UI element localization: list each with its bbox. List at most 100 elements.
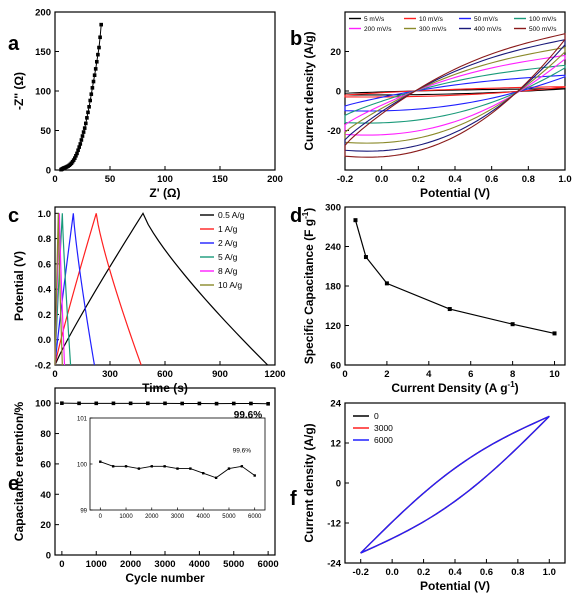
x-tick-label: 0: [52, 174, 57, 185]
x-tick-label: 0.8: [522, 174, 535, 185]
legend-label: 1 A/g: [218, 224, 238, 234]
x-tick-label: 3000: [154, 559, 175, 570]
data-point: [71, 158, 76, 162]
y-tick-label: 150: [35, 47, 51, 58]
data-point: [447, 307, 452, 312]
x-tick-label: 0: [59, 559, 64, 570]
x-tick-label: 1.0: [558, 174, 571, 185]
x-tick-label: 10: [549, 369, 560, 380]
y-tick-label: 0: [336, 87, 341, 98]
cv-curve: [344, 86, 566, 98]
data-point: [93, 67, 98, 71]
data-point: [384, 281, 389, 286]
y-tick-label: 0: [336, 479, 341, 490]
legend: 0.5 A/g 1 A/g 2 A/g 5 A/g 8 A/g 10 A/g: [200, 210, 245, 290]
inset-point: [214, 476, 218, 479]
y-axis-label: -Z'' (Ω): [12, 72, 26, 110]
data-point: [552, 331, 557, 336]
panel-letter-e: e: [8, 473, 19, 495]
data-point: [96, 52, 100, 57]
inset-y-tick-label: 99: [80, 509, 87, 515]
inset-x-tick-label: 1000: [119, 514, 133, 520]
cv-curve: [344, 33, 566, 158]
data-point: [82, 126, 87, 130]
data-point: [163, 401, 167, 406]
panel-e: 0 1000 2000 3000 4000 5000 6000020406080100Cyc…: [8, 387, 279, 585]
y-tick-label: 0: [46, 551, 51, 562]
gcd-curve: [54, 213, 142, 366]
x-tick-label: 0.0: [386, 567, 399, 578]
panel-letter-d: d: [290, 205, 302, 227]
inset-point: [227, 467, 231, 470]
inset-point: [99, 460, 102, 463]
inset-x-tick-label: 5000: [222, 514, 236, 520]
y-axis-label: Specific Capacitance (F g-1): [301, 208, 316, 365]
legend-label: 0: [374, 411, 379, 421]
x-tick-label: 0.0: [375, 174, 388, 185]
data-point: [78, 142, 83, 146]
gcd-curve: [54, 213, 63, 366]
x-tick-label: 300: [102, 369, 118, 380]
legend-label: 8 A/g: [218, 266, 238, 276]
x-tick-label: -0.2: [353, 567, 369, 578]
data-point: [197, 401, 202, 406]
inset-point: [111, 465, 115, 468]
x-axis-label: Cycle number: [125, 571, 205, 585]
x-axis-label: Current Density (A g-1): [391, 380, 518, 395]
panel-letter-f: f: [290, 488, 297, 510]
x-tick-label: 0: [52, 369, 57, 380]
data-point: [97, 45, 101, 50]
x-tick-label: 200: [267, 174, 283, 185]
data-point: [80, 134, 85, 138]
x-tick-label: 4: [426, 369, 432, 380]
inset-x-tick-label: 4000: [197, 514, 211, 520]
x-tick-label: 2000: [120, 559, 141, 570]
y-tick-label: 200: [35, 8, 51, 19]
y-tick-label: 0.2: [38, 310, 51, 321]
inset-point: [150, 465, 153, 468]
data-point: [86, 110, 90, 115]
data-point: [180, 401, 184, 406]
data-point: [92, 73, 97, 77]
y-tick-label: 300: [325, 203, 341, 214]
inset-frame: [89, 417, 266, 511]
x-tick-label: 0.2: [412, 174, 425, 185]
data-point: [87, 105, 91, 109]
inset-x-tick-label: 0: [99, 514, 103, 520]
y-tick-label: 100: [35, 399, 51, 410]
y-tick-label: 20: [40, 520, 51, 531]
data-point: [231, 401, 236, 406]
y-tick-label: 120: [325, 321, 341, 332]
data-point: [73, 156, 77, 160]
x-axis-label: Potential (V): [420, 186, 490, 200]
data-point: [95, 59, 99, 64]
data-point: [77, 401, 81, 406]
x-tick-label: 8: [510, 369, 515, 380]
x-tick-label: 2: [384, 369, 389, 380]
legend-label: 5 mV/s: [364, 16, 385, 23]
x-tick-label: 50: [105, 174, 116, 185]
y-tick-label: 0.8: [38, 234, 51, 245]
y-tick-label: -0.2: [35, 361, 51, 372]
gcd-curve: [54, 212, 269, 366]
retention-annotation: 99.6%: [234, 410, 262, 421]
data-point: [85, 116, 89, 120]
data-point: [60, 401, 64, 405]
x-tick-label: -0.2: [337, 174, 353, 185]
legend-label: 10 A/g: [218, 280, 242, 290]
y-tick-label: 0: [46, 166, 51, 177]
data-point: [79, 138, 84, 142]
y-tick-label: 12: [330, 439, 341, 450]
legend-label: 2 A/g: [218, 238, 238, 248]
inset-point: [124, 465, 128, 468]
x-tick-label: 0.8: [511, 567, 524, 578]
legend-label: 100 mV/s: [529, 16, 557, 23]
x-tick-label: 600: [157, 369, 173, 380]
legend-label: 3000: [374, 423, 393, 433]
y-tick-label: -12: [327, 519, 341, 530]
y-tick-label: 50: [40, 126, 51, 137]
data-point: [266, 401, 270, 406]
x-tick-label: 4000: [189, 559, 210, 570]
y-tick-label: 0.4: [38, 285, 52, 296]
